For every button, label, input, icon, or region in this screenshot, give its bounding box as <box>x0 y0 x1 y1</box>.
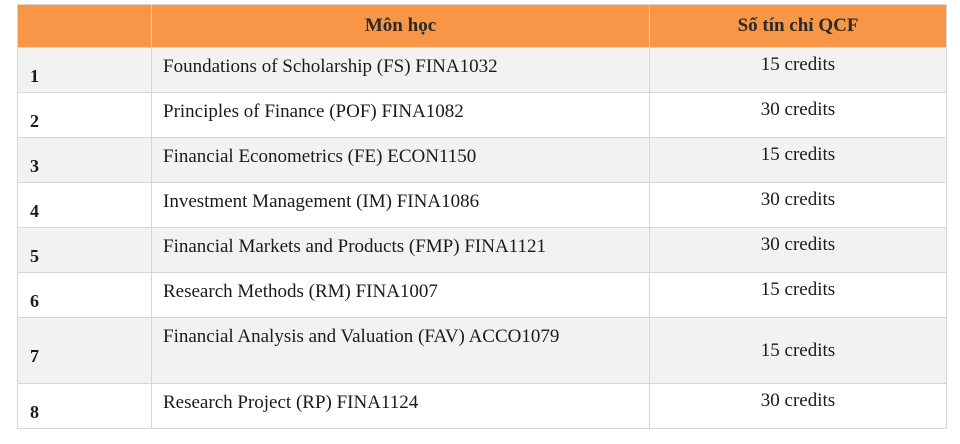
row-subject: Research Project (RP) FINA1124 <box>151 383 650 429</box>
table-row: 2 Principles of Finance (POF) FINA1082 3… <box>17 92 947 138</box>
row-credits: 30 credits <box>649 92 947 138</box>
row-number: 6 <box>17 272 152 318</box>
row-number: 5 <box>17 227 152 273</box>
course-table-container: Môn học Số tín chỉ QCF 1 Foundations of … <box>17 4 947 429</box>
table-row: 4 Investment Management (IM) FINA1086 30… <box>17 182 947 228</box>
row-number: 4 <box>17 182 152 228</box>
table-row: 1 Foundations of Scholarship (FS) FINA10… <box>17 47 947 93</box>
row-credits: 15 credits <box>649 47 947 93</box>
row-subject: Principles of Finance (POF) FINA1082 <box>151 92 650 138</box>
row-subject: Research Methods (RM) FINA1007 <box>151 272 650 318</box>
table-row: 6 Research Methods (RM) FINA1007 15 cred… <box>17 272 947 318</box>
table-header-row: Môn học Số tín chỉ QCF <box>17 4 947 48</box>
row-number: 1 <box>17 47 152 93</box>
row-subject: Foundations of Scholarship (FS) FINA1032 <box>151 47 650 93</box>
header-subject: Môn học <box>151 4 650 48</box>
row-subject: Financial Analysis and Valuation (FAV) A… <box>151 317 650 384</box>
course-credit-table: Môn học Số tín chỉ QCF 1 Foundations of … <box>17 4 947 429</box>
row-number: 8 <box>17 383 152 429</box>
row-subject: Investment Management (IM) FINA1086 <box>151 182 650 228</box>
row-number: 2 <box>17 92 152 138</box>
table-row: 5 Financial Markets and Products (FMP) F… <box>17 227 947 273</box>
row-credits: 15 credits <box>649 137 947 183</box>
table-row: 8 Research Project (RP) FINA1124 30 cred… <box>17 383 947 429</box>
row-credits: 30 credits <box>649 182 947 228</box>
row-number: 3 <box>17 137 152 183</box>
table-row: 3 Financial Econometrics (FE) ECON1150 1… <box>17 137 947 183</box>
header-number <box>17 4 152 48</box>
table-row: 7 Financial Analysis and Valuation (FAV)… <box>17 317 947 384</box>
row-number: 7 <box>17 317 152 384</box>
row-subject: Financial Markets and Products (FMP) FIN… <box>151 227 650 273</box>
row-subject: Financial Econometrics (FE) ECON1150 <box>151 137 650 183</box>
row-credits: 30 credits <box>649 383 947 429</box>
row-credits: 15 credits <box>649 272 947 318</box>
header-credits: Số tín chỉ QCF <box>649 4 947 48</box>
row-credits: 15 credits <box>649 317 947 384</box>
row-credits: 30 credits <box>649 227 947 273</box>
